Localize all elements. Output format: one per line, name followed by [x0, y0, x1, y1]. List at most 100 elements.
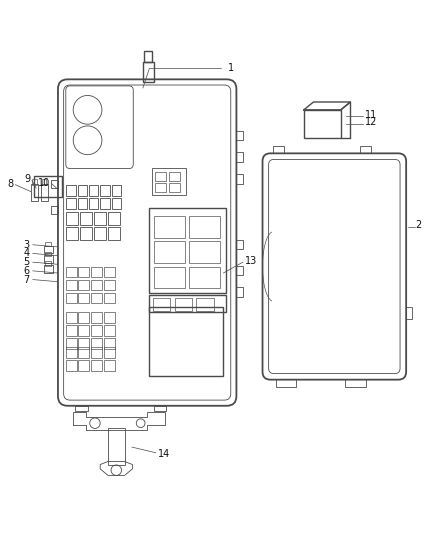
Bar [66, 184, 76, 196]
Bar [46, 242, 51, 246]
Bar [91, 279, 102, 290]
Bar [144, 51, 152, 62]
Bar [345, 379, 366, 387]
Bar [154, 406, 166, 411]
Text: 9: 9 [24, 174, 30, 184]
Bar [94, 212, 106, 225]
Bar [188, 266, 220, 288]
Bar [100, 184, 110, 196]
Bar [112, 198, 121, 209]
Bar [31, 184, 38, 201]
Bar [104, 347, 115, 358]
Text: 3: 3 [24, 240, 30, 250]
Bar [169, 173, 180, 181]
Bar [360, 147, 371, 154]
Bar [108, 212, 120, 225]
Bar [66, 293, 77, 303]
Bar [66, 347, 77, 358]
Bar [155, 183, 166, 192]
Bar [108, 427, 124, 465]
Bar [169, 183, 180, 192]
Bar [406, 306, 412, 319]
Bar [32, 179, 37, 185]
Bar [276, 379, 297, 387]
Bar [89, 198, 99, 209]
Bar [149, 306, 223, 376]
Bar [104, 360, 115, 371]
Bar [80, 228, 92, 240]
Bar [143, 62, 154, 82]
Text: 12: 12 [365, 117, 377, 127]
Bar [91, 325, 102, 336]
Bar [78, 279, 89, 290]
Bar [175, 298, 192, 311]
Bar [66, 360, 77, 371]
Bar [155, 173, 166, 181]
Text: 11: 11 [365, 110, 377, 120]
Bar [91, 266, 102, 277]
Bar [66, 312, 77, 323]
Bar [66, 198, 76, 209]
Bar [89, 184, 99, 196]
Bar [237, 152, 244, 162]
Bar [78, 338, 89, 349]
Bar [46, 252, 51, 256]
Bar [51, 206, 58, 214]
Bar [91, 360, 102, 371]
Bar [66, 279, 77, 290]
Bar [273, 147, 284, 154]
Bar [154, 241, 185, 263]
Text: 13: 13 [245, 256, 258, 266]
Bar [104, 293, 115, 303]
Bar [104, 338, 115, 349]
Bar [78, 198, 87, 209]
Bar [154, 216, 185, 238]
Bar [91, 312, 102, 323]
Text: 10: 10 [38, 178, 50, 188]
Text: 6: 6 [24, 266, 30, 276]
Bar [104, 312, 115, 323]
Text: 4: 4 [24, 248, 30, 259]
Bar [91, 347, 102, 358]
Bar [149, 295, 226, 312]
Bar [46, 261, 51, 265]
Bar [152, 168, 186, 195]
Bar [78, 312, 89, 323]
Bar [41, 184, 47, 201]
Bar [51, 180, 58, 188]
Bar [108, 228, 120, 240]
Bar [91, 293, 102, 303]
Bar [153, 298, 170, 311]
Bar [80, 212, 92, 225]
Bar [237, 239, 244, 249]
Bar [78, 347, 89, 358]
Bar [100, 198, 110, 209]
Bar [104, 266, 115, 277]
Bar [78, 184, 87, 196]
Bar [78, 325, 89, 336]
Bar [104, 325, 115, 336]
Text: 5: 5 [23, 257, 30, 267]
Bar [66, 228, 78, 240]
Bar [112, 184, 121, 196]
Bar [75, 406, 88, 411]
Bar [42, 179, 46, 185]
Bar [66, 266, 77, 277]
Bar [237, 287, 244, 297]
Text: 2: 2 [416, 220, 422, 230]
Bar [91, 338, 102, 349]
Text: 14: 14 [158, 449, 170, 458]
Bar [149, 208, 226, 293]
Text: 8: 8 [7, 179, 14, 189]
Bar [94, 228, 106, 240]
Bar [154, 266, 185, 288]
Bar [196, 298, 214, 311]
Bar [304, 110, 341, 138]
Bar [44, 265, 53, 272]
Bar [66, 325, 77, 336]
Bar [66, 212, 78, 225]
Bar [44, 246, 53, 254]
Bar [188, 241, 220, 263]
Text: 7: 7 [23, 274, 30, 285]
Bar [188, 216, 220, 238]
